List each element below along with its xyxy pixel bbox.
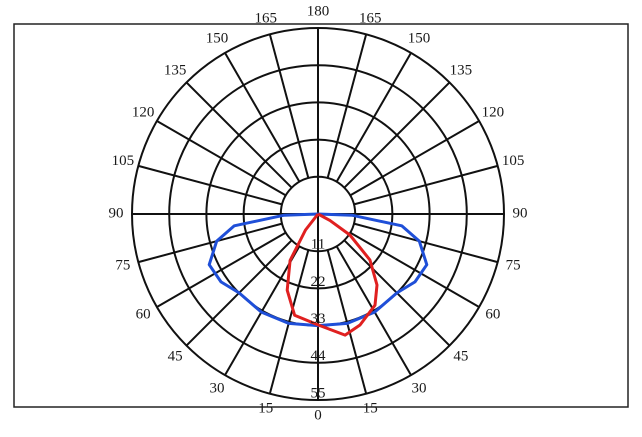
angle-label: 165 (254, 10, 277, 26)
angle-label: 120 (482, 104, 505, 120)
angle-label: 75 (506, 258, 521, 274)
grid-spoke (335, 52, 412, 183)
r-tick-label: 22 (311, 274, 326, 290)
angle-label: 60 (136, 306, 151, 322)
angle-label: 45 (453, 348, 468, 364)
grid-spoke (268, 34, 310, 179)
grid-spoke (343, 81, 451, 189)
angle-label: 60 (485, 306, 500, 322)
r-tick-label: 55 (311, 385, 326, 401)
r-tick-label: 11 (311, 237, 325, 253)
grid-spoke (326, 249, 368, 394)
angle-label: 15 (363, 401, 378, 417)
r-tick-label: 33 (311, 311, 326, 327)
intensity-curve (285, 212, 379, 337)
angle-label: 150 (408, 31, 431, 47)
grid-spoke (156, 120, 287, 197)
grid-spoke (349, 120, 480, 197)
grid-spoke (268, 249, 310, 394)
angle-label: 90 (513, 205, 528, 221)
grid-spoke (353, 164, 498, 206)
grid-spoke (138, 222, 283, 264)
angle-label: 180 (307, 3, 330, 19)
grid-spoke (335, 245, 412, 376)
r-tick-label: 44 (311, 348, 327, 364)
angle-label: 135 (450, 63, 473, 79)
grid-spoke (156, 231, 287, 308)
grid-spoke (224, 52, 301, 183)
angle-label: 45 (168, 348, 183, 364)
frame (13, 23, 629, 408)
angle-label: 90 (109, 205, 124, 221)
grid-spoke (349, 231, 480, 308)
angle-label: 30 (412, 380, 427, 396)
angle-label: 15 (258, 401, 273, 417)
angle-label: 0 (314, 407, 322, 423)
grid-spoke (185, 81, 293, 189)
angle-label: 165 (359, 10, 382, 26)
angle-label: 105 (112, 153, 135, 169)
angle-label: 30 (210, 380, 225, 396)
angle-label: 135 (164, 63, 187, 79)
angle-label: 150 (206, 31, 229, 47)
grid-spoke (138, 164, 283, 206)
angle-label: 120 (132, 104, 155, 120)
grid-spoke (224, 245, 301, 376)
angle-label: 75 (115, 258, 130, 274)
angle-label: 105 (502, 153, 525, 169)
grid-spoke (353, 222, 498, 264)
grid-spoke (326, 34, 368, 179)
